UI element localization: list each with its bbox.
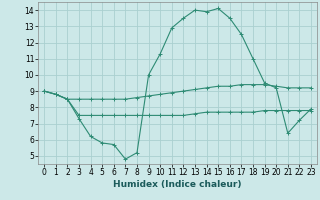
- X-axis label: Humidex (Indice chaleur): Humidex (Indice chaleur): [113, 180, 242, 189]
